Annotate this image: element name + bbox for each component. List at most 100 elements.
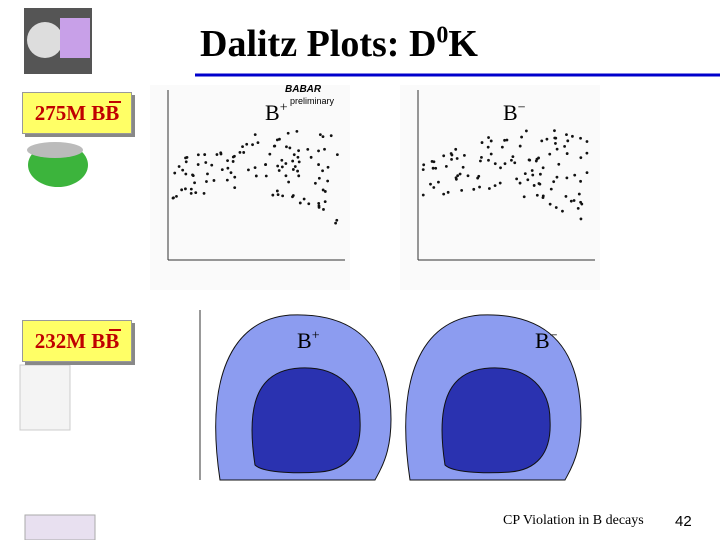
scatter-dot xyxy=(189,187,193,191)
scatter-dot xyxy=(297,149,300,153)
scatter-dot xyxy=(585,151,589,155)
scatter-dot xyxy=(454,176,458,180)
logo-face xyxy=(27,22,63,58)
scatter-dot xyxy=(205,180,208,183)
scatter-dot xyxy=(225,178,229,182)
scatter-dot xyxy=(442,192,446,196)
scatter-dot xyxy=(326,165,330,169)
scatter-dot xyxy=(545,137,549,141)
scatter-dot xyxy=(334,221,338,225)
scatter-dot xyxy=(541,166,545,170)
scatter-dot xyxy=(318,133,322,137)
scatter-dot xyxy=(576,206,580,210)
scatter-images xyxy=(150,85,600,290)
scatter-dot xyxy=(226,166,230,170)
scatter-dot xyxy=(456,174,460,178)
plot-label: B− xyxy=(503,100,526,126)
scatter-dot xyxy=(460,188,464,192)
scatter-dot xyxy=(478,185,481,189)
scatter-dot xyxy=(511,155,515,159)
scatter-dot xyxy=(194,191,198,194)
scatter-dot xyxy=(535,193,539,197)
scatter-dot xyxy=(585,140,589,143)
scatter-dot xyxy=(458,172,462,176)
scatter-dot xyxy=(565,176,569,180)
page-number: 42 xyxy=(675,513,692,530)
scatter-dot xyxy=(572,199,576,202)
scatter-dot xyxy=(434,166,438,170)
sample-label: 275M BB xyxy=(34,101,120,125)
footer-logo xyxy=(24,514,96,540)
scatter-dot xyxy=(554,206,558,209)
scatter-dot xyxy=(284,174,288,178)
scatter-dot xyxy=(479,159,482,163)
scatter-dot xyxy=(172,196,175,200)
scatter-dot xyxy=(321,135,325,139)
scatter-dot xyxy=(563,145,566,148)
scatter-dot xyxy=(323,190,327,193)
scatter-dot xyxy=(297,174,301,178)
sample-box: 232M BB xyxy=(22,320,132,362)
scatter-dot xyxy=(429,182,432,186)
scatter-dot xyxy=(557,162,561,166)
scatter-dot xyxy=(284,162,288,165)
scatter-dot xyxy=(220,168,224,172)
scatter-dot xyxy=(185,156,189,159)
scatter-dot xyxy=(437,180,440,184)
scatter-dot xyxy=(555,175,559,179)
scatter-dot xyxy=(537,156,540,160)
scatter-dot xyxy=(461,165,465,169)
scatter-dot xyxy=(486,145,490,149)
scatter-dot xyxy=(212,179,216,182)
scatter-dot xyxy=(296,155,300,159)
scatter-dot xyxy=(446,190,450,194)
scatter-dot xyxy=(487,187,491,190)
scatter-dot xyxy=(489,152,493,156)
scatter-dot xyxy=(540,139,544,143)
scatter-dot xyxy=(520,135,523,139)
scatter-dot xyxy=(275,138,279,142)
scatter-dot xyxy=(463,153,466,157)
scatter-dot xyxy=(421,193,425,197)
scatter-dot xyxy=(317,163,320,166)
scatter-dot xyxy=(233,175,237,179)
contour-inner xyxy=(251,367,361,474)
scatter-dot xyxy=(291,159,295,163)
label-base: B xyxy=(265,100,280,125)
scatter-dot xyxy=(422,163,426,167)
scatter-dot xyxy=(321,169,324,173)
label-base: B xyxy=(535,328,550,353)
scatter-dot xyxy=(555,147,559,151)
scatter-dot xyxy=(522,195,526,199)
scatter-dot xyxy=(527,158,531,162)
scatter-dot xyxy=(450,158,453,161)
scatter-dot xyxy=(323,200,327,204)
scatter-dot xyxy=(280,158,284,162)
scatter-dot xyxy=(203,153,207,156)
scatter-dot xyxy=(323,147,326,151)
scatter-dot xyxy=(184,187,187,191)
scatter-dot xyxy=(539,172,542,176)
scatter-dot xyxy=(196,163,200,166)
scatter-dot xyxy=(210,163,214,167)
scatter-dot xyxy=(253,166,257,170)
label-sup: − xyxy=(549,328,558,344)
scatter-dot xyxy=(532,184,536,187)
scatter-dot xyxy=(487,158,490,162)
scatter-dot xyxy=(219,152,223,156)
scatter-dot xyxy=(487,136,490,139)
scatter-dot xyxy=(489,139,493,143)
scatter-dot xyxy=(518,144,522,148)
scatter-dot xyxy=(526,178,530,182)
scatter-dot xyxy=(335,218,339,222)
scatter-dot xyxy=(206,172,209,176)
scatter-dot xyxy=(493,184,497,188)
scatter-dot xyxy=(503,162,507,166)
scatter-dot xyxy=(476,176,480,180)
sample-label: 232M BB xyxy=(34,329,120,353)
scatter-dot xyxy=(455,157,459,160)
note: preliminary xyxy=(290,96,335,106)
scatter-dot xyxy=(247,168,250,172)
scatter-dot xyxy=(276,193,280,197)
scatter-dot xyxy=(297,160,301,164)
